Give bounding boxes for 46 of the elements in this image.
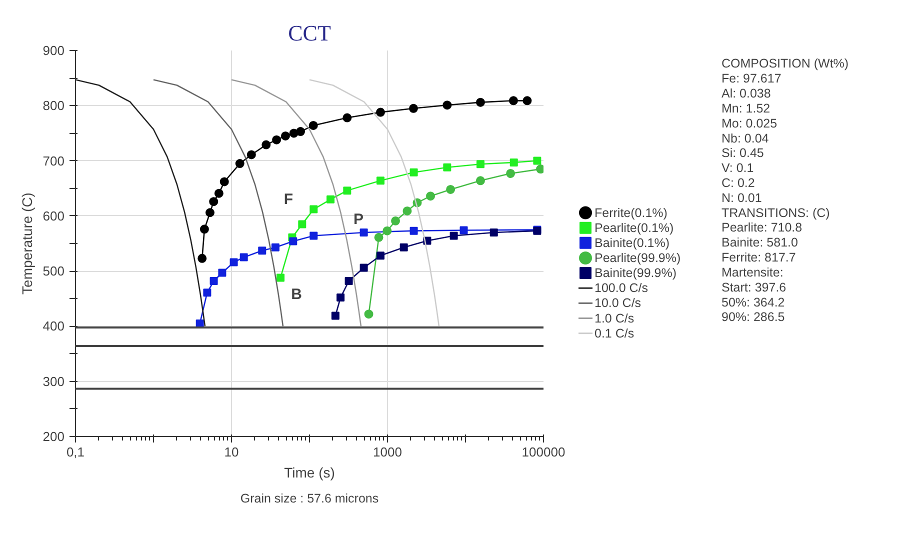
- x-tick-label: 1000: [373, 444, 402, 460]
- y-tick-label: 200: [42, 429, 65, 444]
- y-tick-label: 500: [42, 264, 65, 279]
- text: Ferrite: 817.7: [722, 250, 796, 265]
- x-tick-label: 100000: [522, 444, 566, 460]
- text: Si: 0.45: [722, 146, 764, 160]
- text: Nb: 0.04: [722, 131, 769, 146]
- annotation: F: [284, 191, 294, 208]
- text: Fe: 97.617: [722, 72, 782, 86]
- chart-title: CCT: [288, 20, 332, 46]
- legend-label: 0.1 C/s: [594, 326, 634, 340]
- text: Mo: 0.025: [722, 116, 778, 130]
- y-tick-label: 400: [42, 318, 65, 334]
- legend-label: Bainite(99.9%): [594, 266, 676, 280]
- text: Start: 397.6: [722, 280, 786, 294]
- text: COMPOSITION (Wt%): [722, 56, 849, 71]
- y-tick-label: 300: [42, 374, 65, 389]
- legend-label: 1.0 C/s: [594, 311, 634, 326]
- legend-label: Bainite(0.1%): [594, 236, 670, 250]
- x-tick-label: 0,1: [66, 444, 85, 460]
- y-tick-label: 600: [42, 208, 65, 224]
- x-tick-label: 10: [224, 444, 239, 460]
- text: C: 0.2: [722, 176, 755, 190]
- text: Bainite: 581.0: [722, 236, 798, 250]
- y-tick-label: 800: [42, 98, 65, 114]
- legend-label: Pearlite(0.1%): [594, 220, 674, 235]
- text: TRANSITIONS: (C): [722, 206, 830, 220]
- text: 90%: 286.5: [722, 310, 785, 324]
- x-axis-title: Time (s): [284, 464, 335, 480]
- annotation: B: [291, 286, 302, 303]
- legend-label: 10.0 C/s: [594, 296, 642, 310]
- text: Martensite:: [722, 265, 784, 280]
- text: Pearlite: 710.8: [722, 220, 802, 235]
- text: 50%: 364.2: [722, 295, 785, 310]
- legend-label: Ferrite(0.1%): [594, 206, 668, 220]
- legend-label: Pearlite(99.9%): [594, 250, 681, 265]
- y-axis-title: Temperature (C): [18, 192, 35, 294]
- text: Grain size : 57.6 microns: [240, 492, 379, 506]
- text: N: 0.01: [722, 190, 762, 205]
- y-tick-label: 700: [42, 153, 65, 168]
- annotation: P: [354, 211, 364, 228]
- text: Al: 0.038: [722, 86, 771, 101]
- y-tick-label: 900: [42, 43, 65, 58]
- legend-label: 100.0 C/s: [594, 281, 648, 296]
- text: Mn: 1.52: [722, 101, 770, 116]
- text: V: 0.1: [722, 161, 754, 176]
